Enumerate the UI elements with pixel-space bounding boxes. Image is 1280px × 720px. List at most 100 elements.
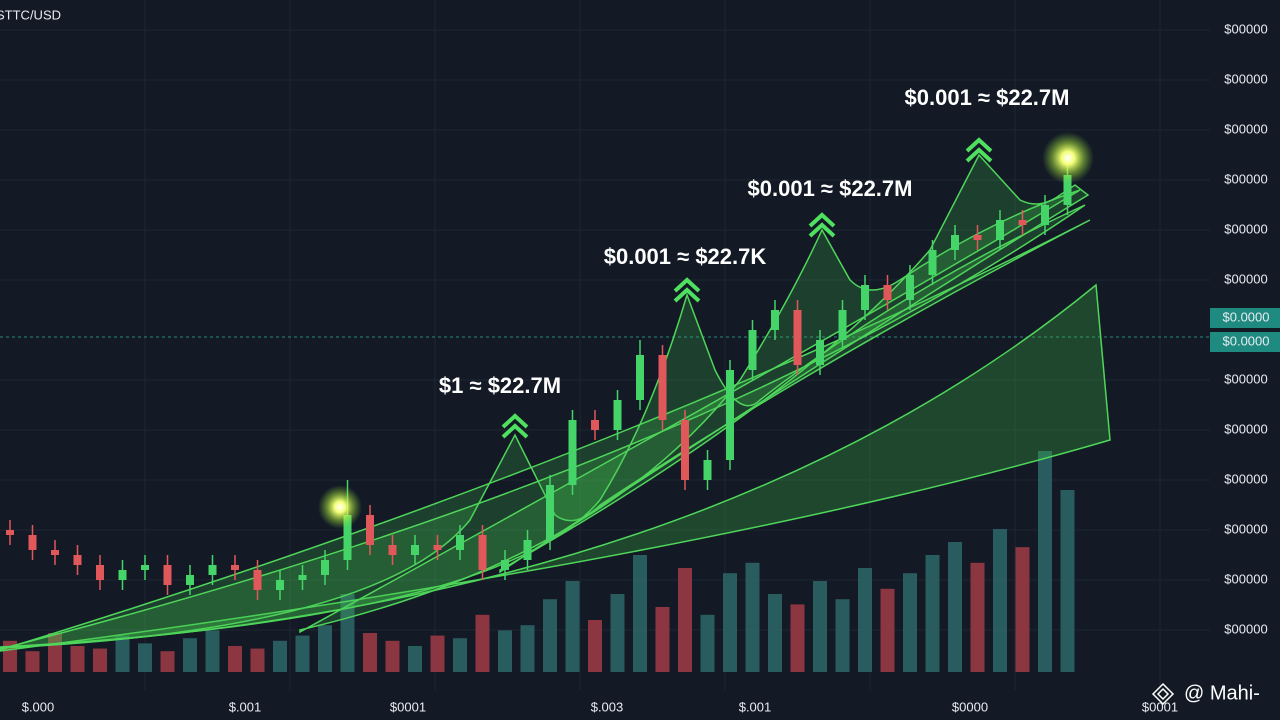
volume-bar <box>543 599 557 672</box>
volume-bar <box>835 599 850 672</box>
price-tag <box>1210 308 1280 328</box>
grid <box>0 0 1210 690</box>
volume-bar <box>475 614 490 672</box>
volume-bar <box>790 604 805 672</box>
volume-bar <box>813 581 827 672</box>
volume-bar <box>520 625 535 672</box>
y-tick-label: $00000 <box>1224 421 1267 436</box>
y-tick-label: $00000 <box>1224 221 1267 236</box>
candle-body <box>568 420 577 485</box>
candle-body <box>793 310 802 365</box>
candle-body <box>163 565 172 585</box>
candle-body <box>321 560 329 575</box>
volume-bar <box>993 529 1007 672</box>
volume-bar <box>93 648 107 672</box>
candle-body <box>478 535 487 570</box>
x-tick-label: $.001 <box>739 699 772 714</box>
fan <box>299 189 1081 634</box>
volume-bar <box>228 646 242 672</box>
x-tick-label: $0000 <box>952 699 988 714</box>
candle-body <box>51 550 59 555</box>
volume-bar <box>768 594 782 672</box>
y-tick-label: $00000 <box>1224 121 1267 136</box>
candle-body <box>1041 205 1049 225</box>
chevron <box>808 212 836 238</box>
x-tick-label: $0001 <box>390 699 426 714</box>
candle-body <box>456 535 464 550</box>
candle-body <box>928 250 937 275</box>
candle-body <box>298 575 307 580</box>
annotation: $1 ≈ $22.7M <box>439 373 561 398</box>
candle-body <box>816 340 824 365</box>
volume-bar <box>70 646 85 672</box>
candle-body <box>141 565 149 570</box>
y-tick-label: $00000 <box>1224 271 1267 286</box>
volume-bar <box>633 555 647 672</box>
candle-body <box>208 565 217 575</box>
candle-body <box>681 420 689 480</box>
volume-bar <box>273 640 287 672</box>
glow <box>1042 132 1094 184</box>
y-tick-label: $00000 <box>1224 71 1267 86</box>
volume-bar <box>723 573 737 672</box>
watermark-text: @ Mahi- <box>1184 682 1260 704</box>
volume-bar <box>925 555 940 672</box>
chevron <box>673 277 701 303</box>
candle-body <box>1063 175 1072 205</box>
volume-bar <box>1038 451 1052 672</box>
y-tick-label: $00000 <box>1224 471 1267 486</box>
candle-body <box>523 540 532 560</box>
y-tick-label: $00000 <box>1224 621 1267 636</box>
volume-bar <box>115 635 130 672</box>
candle-body <box>433 545 442 550</box>
candle-body <box>1018 220 1027 225</box>
candle-body <box>838 310 847 340</box>
volume-bar <box>948 542 962 672</box>
candle-body <box>636 355 644 400</box>
candle-body <box>96 565 104 580</box>
candle-body <box>546 485 554 540</box>
volume-bar <box>340 594 355 672</box>
watermark: @ Mahi- <box>1151 682 1260 706</box>
volume-bar <box>858 568 872 672</box>
candle-body <box>343 515 352 560</box>
volume-bar <box>183 638 197 672</box>
volume-bar <box>1060 490 1075 672</box>
price-tag-label: $0.0000 <box>1223 333 1270 348</box>
volume-bar <box>880 588 895 672</box>
volume-bar <box>498 630 512 672</box>
x-tick-label: $0001 <box>1142 699 1178 714</box>
volume-bar <box>970 562 985 672</box>
x-tick-label: $.003 <box>591 699 624 714</box>
candle-body <box>388 545 397 555</box>
candle-body <box>973 235 982 240</box>
annotation: $0.001 ≈ $22.7M <box>905 85 1070 110</box>
volume-layer <box>3 451 1075 672</box>
candle-body <box>6 530 14 535</box>
volume-bar <box>205 630 220 672</box>
candle-body <box>28 535 37 550</box>
volume-bar <box>453 638 467 672</box>
candle-body <box>726 370 734 460</box>
volume-bar <box>1015 547 1030 672</box>
candle-body <box>658 355 667 420</box>
y-tick-label: $00000 <box>1224 571 1267 586</box>
candle-body <box>253 570 262 590</box>
annotation: $0.001 ≈ $22.7K <box>604 244 767 269</box>
candle-body <box>703 460 712 480</box>
volume-bar <box>565 581 580 672</box>
logo <box>1151 682 1175 706</box>
candle-body <box>613 400 622 430</box>
volume-bar <box>250 648 265 672</box>
candle-body <box>748 330 757 370</box>
volume-bar <box>903 573 917 672</box>
candle-body <box>501 560 509 570</box>
volume-bar <box>318 625 332 672</box>
candle-body <box>906 275 914 300</box>
candle-body <box>411 545 419 555</box>
volume-bar <box>385 640 400 672</box>
volume-bar <box>610 594 625 672</box>
x-tick-label: $.000 <box>22 699 55 714</box>
chart-title: STTC/USD <box>0 7 61 22</box>
candle-body <box>996 220 1004 240</box>
